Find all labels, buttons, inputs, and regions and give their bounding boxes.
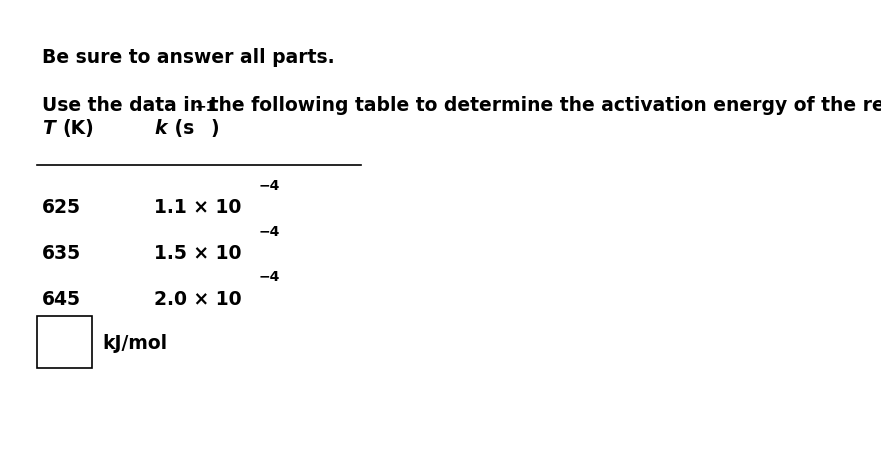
Text: $\bfit{T}$: $\bfit{T}$: [42, 118, 58, 137]
Text: Be sure to answer all parts.: Be sure to answer all parts.: [42, 48, 335, 67]
Text: 635: 635: [42, 243, 81, 263]
Text: −1: −1: [195, 100, 216, 114]
Text: −4: −4: [258, 179, 279, 193]
Text: ): ): [211, 118, 219, 137]
Text: (K): (K): [63, 118, 94, 137]
Text: 2.0 × 10: 2.0 × 10: [154, 289, 241, 308]
Text: 645: 645: [42, 289, 81, 308]
Text: −4: −4: [258, 270, 279, 284]
Text: 1.1 × 10: 1.1 × 10: [154, 198, 241, 217]
Text: 625: 625: [42, 198, 81, 217]
Text: (s: (s: [168, 118, 195, 137]
Text: $\bfit{k}$: $\bfit{k}$: [154, 118, 170, 137]
Text: kJ/mol: kJ/mol: [102, 333, 167, 352]
Text: Use the data in the following table to determine the activation energy of the re: Use the data in the following table to d…: [42, 96, 881, 115]
Text: −4: −4: [258, 224, 279, 238]
Text: 1.5 × 10: 1.5 × 10: [154, 243, 241, 263]
